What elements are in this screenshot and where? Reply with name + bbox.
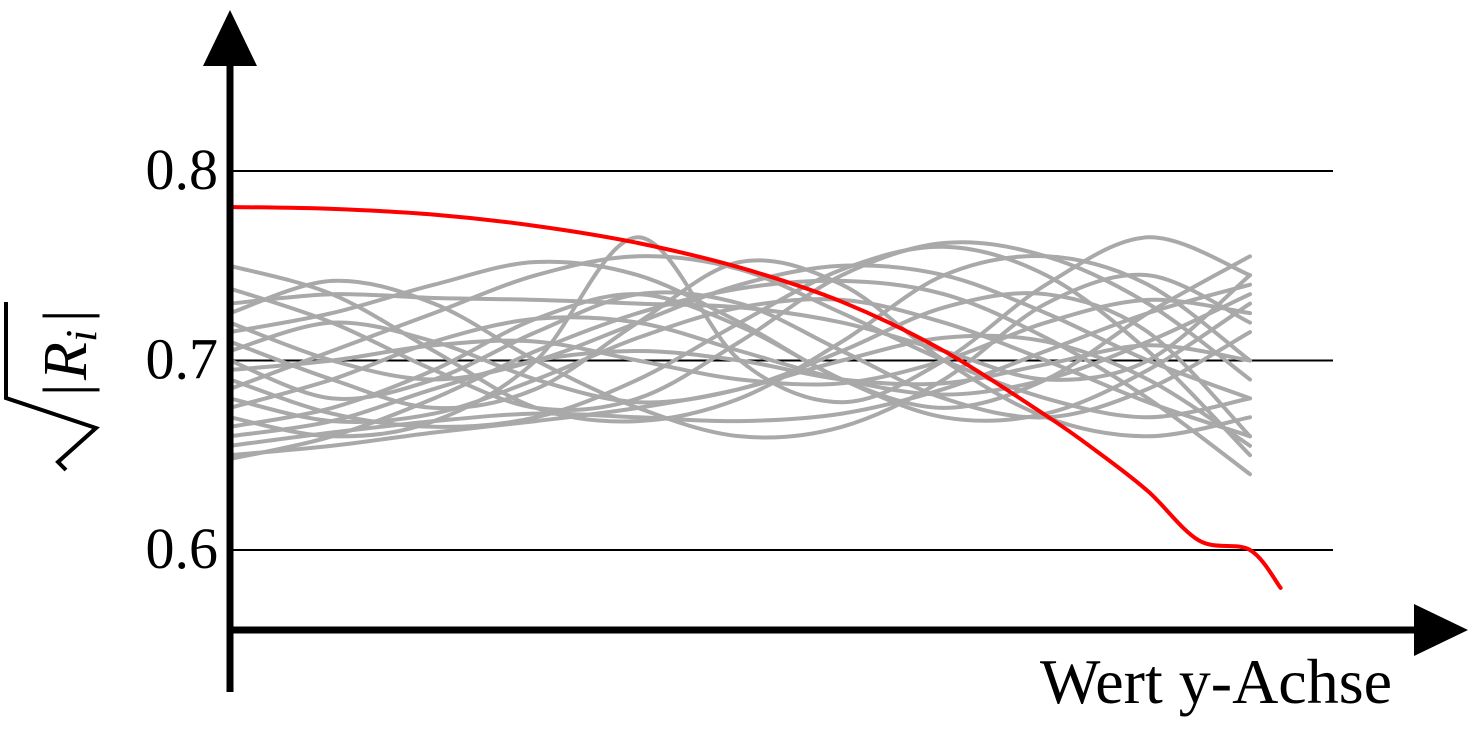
highlight-series-group <box>228 205 1283 590</box>
y-tick-label: 0.7 <box>146 327 219 392</box>
sample-series-line <box>228 292 1252 410</box>
x-axis-arrow <box>1414 604 1468 656</box>
sample-series-group <box>228 235 1252 477</box>
sample-series-line <box>228 282 1252 448</box>
ylabel-bar-left: | <box>32 384 100 396</box>
sample-series-line <box>228 290 1252 420</box>
x-axis-label: Wert y-Achse <box>1040 646 1392 717</box>
sample-series-line <box>228 343 1252 439</box>
highlight-series-line <box>228 205 1283 590</box>
sample-series-line <box>228 297 1252 439</box>
sample-series-line <box>228 292 1252 429</box>
ylabel-symbol: R <box>32 342 100 381</box>
y-axis-arrow <box>203 10 257 66</box>
sample-series-line <box>228 297 1252 387</box>
sample-series-line <box>228 258 1252 439</box>
ylabel-subscript: i <box>57 330 106 342</box>
y-tick-label: 0.6 <box>146 516 219 581</box>
sample-series-line <box>228 235 1252 439</box>
sample-series-line <box>228 278 1252 477</box>
y-tick-label: 0.8 <box>146 137 219 202</box>
y-tick-labels: 0.6 0.7 0.8 <box>146 137 219 581</box>
ylabel-bar-right: | <box>32 310 100 322</box>
sqrt-radical-icon <box>4 302 100 472</box>
y-axis-label: | R i | <box>4 302 106 472</box>
sample-series-line <box>228 333 1252 458</box>
sample-series-line <box>228 240 1252 413</box>
sample-series-line <box>228 263 1252 401</box>
